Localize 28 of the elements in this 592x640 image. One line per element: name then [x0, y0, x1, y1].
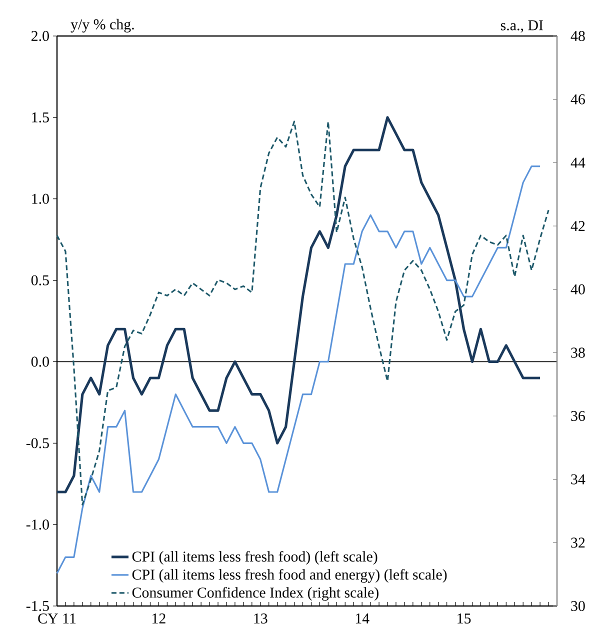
- y2-tick-label: 32: [571, 538, 585, 548]
- y2-tick-label: 38: [571, 348, 585, 358]
- y-tick-label: -0.5: [26, 438, 49, 448]
- y2-tick-label: 48: [570, 30, 585, 42]
- legend-label: CPI (all items less fresh food) (left scale): [132, 550, 378, 565]
- x-tick-label: CY 11: [38, 614, 76, 624]
- y2-tick-label: 46: [570, 94, 585, 104]
- y2-tick-label: 42: [570, 221, 585, 231]
- y2-tick-label: 30: [571, 600, 585, 612]
- x-tick-label: 14: [356, 614, 370, 624]
- x-tick-label: 12: [152, 614, 166, 624]
- y-axis-title: y/y % chg.: [70, 18, 134, 32]
- y-tick-label: 0.0: [31, 356, 49, 367]
- y-tick-label: -1.0: [26, 519, 49, 530]
- y-tick-label: 1.0: [32, 194, 49, 204]
- x-tick-label: 15: [458, 614, 471, 624]
- y2-tick-label: 44: [570, 158, 586, 168]
- y2-tick-label: 34: [571, 474, 586, 484]
- y2-axis-title: s.a., DI: [500, 20, 543, 32]
- y-tick-label: 2.0: [31, 30, 49, 42]
- y-tick-label: 0.5: [31, 275, 49, 286]
- y2-tick-label: 40: [570, 284, 585, 294]
- y-tick-label: 1.5: [32, 112, 49, 122]
- x-tick-label: 13: [254, 614, 268, 624]
- legend-label: Consumer Confidence Index (right scale): [132, 586, 378, 601]
- legend-label: CPI (all items less fresh food and energy) (left scale): [132, 568, 447, 583]
- y-tick-label: -1.5: [26, 600, 49, 612]
- y2-tick-label: 36: [571, 410, 585, 422]
